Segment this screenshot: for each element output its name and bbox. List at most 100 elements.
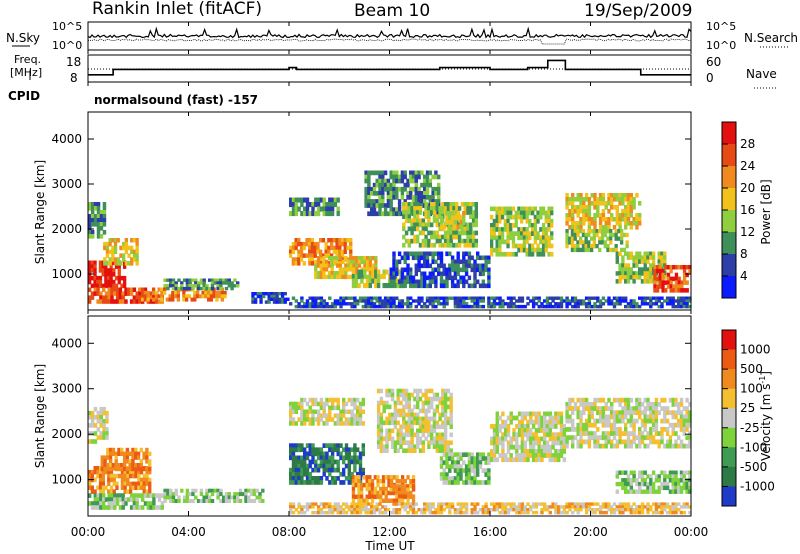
heatmap-cell (403, 186, 407, 192)
heatmap-cell (643, 397, 647, 403)
heatmap-cell (409, 484, 413, 489)
heatmap-cell (610, 197, 614, 202)
heatmap-cell (291, 249, 295, 255)
heatmap-cell (344, 417, 349, 422)
heatmap-cell (607, 406, 611, 411)
heatmap-cell (430, 436, 434, 442)
heatmap-cell (632, 489, 636, 494)
heatmap-cell (420, 283, 424, 289)
heatmap-cell (400, 484, 405, 489)
heatmap-cell (439, 508, 444, 512)
heatmap-cell (626, 201, 631, 206)
heatmap-cell (138, 493, 142, 498)
heatmap-cell (441, 420, 445, 426)
heatmap-cell (383, 186, 388, 192)
heatmap-cell (626, 205, 631, 210)
heatmap-cell (473, 502, 477, 506)
heatmap-cell (333, 197, 338, 203)
heatmap-cell (448, 508, 452, 512)
heatmap-cell (490, 206, 494, 212)
heatmap-cell (544, 210, 548, 216)
heatmap-cell (342, 405, 346, 411)
heatmap-cell (362, 482, 366, 488)
heatmap-cell (547, 214, 551, 220)
heatmap-cell (517, 457, 522, 463)
heatmap-cell (557, 453, 561, 458)
heatmap-cell (367, 296, 371, 300)
heatmap-cell (607, 296, 611, 300)
heatmap-cell (601, 431, 606, 436)
heatmap-cell (610, 213, 614, 218)
heatmap-cell (541, 231, 546, 236)
heatmap-cell (654, 427, 659, 432)
heatmap-cell (294, 447, 298, 453)
heatmap-cell (469, 238, 473, 244)
heatmap-cell (316, 480, 321, 485)
heatmap-cell (372, 170, 377, 176)
heatmap-cell (168, 294, 172, 299)
heatmap-cell (531, 411, 536, 417)
heatmap-cell (145, 481, 149, 487)
heatmap-cell (409, 275, 413, 281)
heatmap-cell (490, 453, 494, 458)
heatmap-cell (131, 473, 135, 479)
heatmap-cell (593, 225, 597, 230)
heatmap-cell (579, 427, 583, 432)
heatmap-cell (643, 267, 647, 272)
heatmap-cell (476, 460, 480, 465)
heatmap-cell (450, 263, 455, 269)
heatmap-cell (360, 486, 364, 492)
heatmap-cell (576, 414, 580, 420)
heatmap-cell (492, 231, 496, 236)
heatmap-cell (395, 195, 399, 200)
heatmap-cell (501, 424, 505, 429)
heatmap-cell (308, 502, 312, 506)
heatmap-cell (559, 510, 564, 515)
heatmap-cell (685, 481, 689, 487)
heatmap-cell (677, 280, 681, 285)
heatmap-cell (390, 428, 395, 434)
heatmap-cell (509, 508, 513, 512)
heatmap-cell (490, 243, 494, 249)
heatmap-cell (118, 505, 123, 510)
heatmap-cell (448, 456, 452, 461)
heatmap-cell (90, 469, 94, 475)
heatmap-cell (449, 206, 453, 211)
heatmap-cell (474, 230, 478, 236)
heatmap-cell (441, 408, 445, 414)
heatmap-cell (353, 417, 357, 422)
heatmap-cell (576, 427, 580, 432)
heatmap-cell (431, 510, 435, 515)
heatmap-cell (674, 422, 678, 428)
heatmap-cell (291, 202, 296, 208)
heatmap-cell (109, 469, 114, 475)
heatmap-cell (584, 418, 589, 424)
heatmap-cell (469, 202, 473, 207)
heatmap-cell (347, 447, 351, 453)
heatmap-cell (364, 508, 368, 512)
heatmap-cell (625, 232, 629, 238)
heatmap-cell (509, 210, 513, 216)
heatmap-cell (258, 499, 262, 503)
heatmap-cell (316, 304, 321, 309)
heatmap-cell (356, 417, 360, 422)
heatmap-cell (283, 292, 287, 296)
heatmap-cell (478, 304, 483, 309)
heatmap-cell (624, 217, 628, 222)
heatmap-cell (529, 444, 533, 450)
y-tick-label: 1000 (51, 267, 82, 281)
heatmap-cell (548, 428, 552, 433)
heatmap-cell (238, 492, 243, 497)
heatmap-cell (294, 455, 298, 461)
heatmap-cell (515, 440, 519, 446)
heatmap-cell (531, 502, 536, 506)
heatmap-cell (474, 210, 478, 215)
heatmap-cell (96, 222, 101, 227)
heatmap-cell (396, 432, 400, 438)
heatmap-cell (593, 422, 597, 428)
heatmap-cell (543, 424, 547, 429)
heatmap-cell (487, 302, 491, 306)
noise-sky-line (87, 26, 692, 39)
heatmap-cell (368, 256, 372, 261)
heatmap-cell (495, 247, 499, 253)
